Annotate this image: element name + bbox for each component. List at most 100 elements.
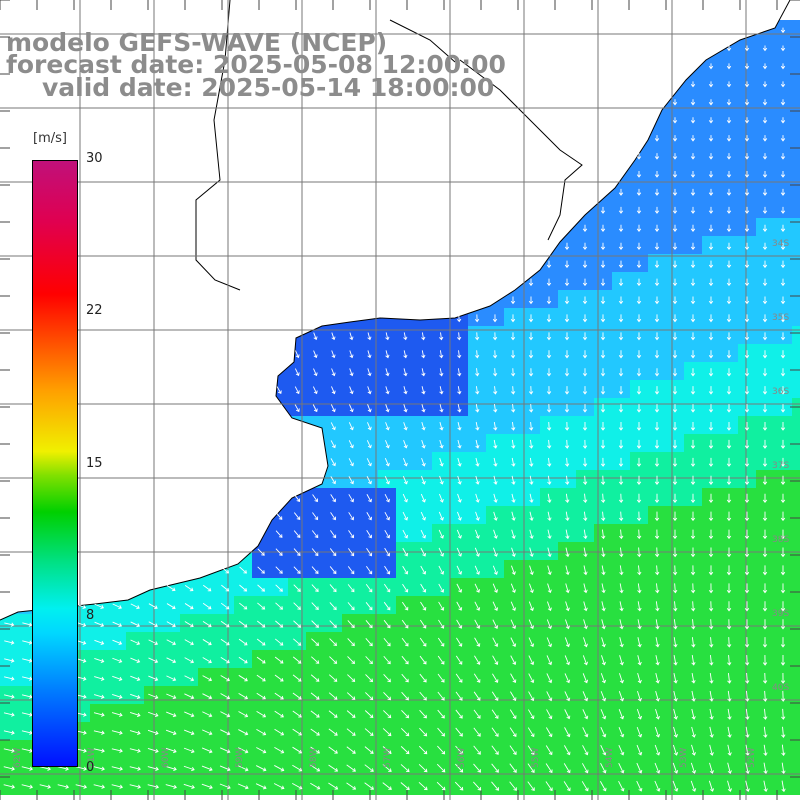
wind-arrow [690, 153, 696, 160]
speed-cell [702, 776, 721, 795]
speed-cell [702, 254, 721, 273]
speed-cell [540, 434, 559, 453]
speed-cell [594, 308, 613, 327]
wind-arrow [636, 529, 642, 540]
wind-arrow [654, 762, 661, 774]
speed-cell [738, 56, 757, 75]
wind-arrow [419, 655, 427, 665]
speed-cell [504, 668, 523, 687]
wind-arrow [600, 206, 606, 214]
wind-arrow [348, 512, 355, 521]
wind-arrow [744, 439, 750, 449]
wind-arrow [239, 566, 247, 574]
wind-arrow [744, 583, 750, 594]
wind-arrow [654, 188, 660, 196]
speed-cell [306, 614, 325, 633]
speed-cell [720, 470, 739, 489]
wind-arrow [636, 332, 642, 341]
wind-arrow [547, 475, 552, 485]
speed-cell [234, 668, 253, 687]
wind-arrow [421, 386, 426, 395]
wind-arrow [509, 781, 517, 791]
speed-cell [648, 236, 667, 255]
speed-cell [504, 596, 523, 615]
wind-arrow [527, 763, 535, 774]
speed-cell [486, 452, 505, 471]
speed-cell [198, 740, 217, 759]
wind-arrow [691, 726, 696, 738]
speed-cell [342, 668, 361, 687]
speed-cell [540, 290, 559, 309]
speed-cell [774, 596, 793, 615]
speed-cell [324, 488, 343, 507]
wind-arrow [346, 782, 357, 790]
speed-cell [324, 380, 343, 399]
speed-cell [576, 290, 595, 309]
speed-cell [594, 470, 613, 489]
speed-cell [378, 560, 397, 579]
speed-cell [684, 182, 703, 201]
wind-arrow [619, 673, 624, 684]
speed-cell [396, 398, 415, 417]
speed-cell [558, 452, 577, 471]
wind-arrow [366, 512, 372, 521]
wind-arrow [654, 332, 660, 341]
wind-arrow [618, 188, 624, 196]
wind-arrow [636, 493, 642, 504]
speed-cell [126, 740, 145, 759]
speed-cell [432, 416, 451, 435]
speed-cell [270, 686, 289, 705]
speed-cell [756, 272, 775, 291]
wind-arrow [709, 708, 714, 720]
wind-arrow [547, 529, 552, 540]
wind-arrow [780, 601, 786, 612]
speed-cell [378, 488, 397, 507]
wind-arrow [600, 350, 606, 359]
speed-cell [216, 650, 235, 669]
speed-cell [378, 416, 397, 435]
wind-arrow [546, 619, 552, 630]
wind-arrow [385, 332, 390, 341]
wind-arrow [547, 565, 552, 576]
wind-arrow [510, 637, 517, 648]
wind-arrow [619, 529, 624, 540]
speed-cell [576, 506, 595, 525]
speed-cell [684, 470, 703, 489]
speed-cell [396, 722, 415, 741]
speed-cell [630, 488, 649, 507]
wind-arrow [473, 691, 481, 701]
speed-cell [108, 704, 127, 723]
speed-cell [540, 740, 559, 759]
wind-arrow [726, 314, 732, 323]
speed-cell [774, 38, 793, 57]
speed-cell [504, 776, 523, 795]
wind-arrow [220, 711, 231, 718]
speed-cell [108, 758, 127, 777]
speed-cell [612, 344, 631, 363]
wind-arrow [274, 692, 284, 700]
wind-arrow [780, 619, 786, 630]
speed-cell [486, 596, 505, 615]
speed-cell [774, 218, 793, 237]
wind-arrow [708, 296, 714, 305]
wind-arrow [94, 639, 105, 645]
wind-arrow [780, 332, 786, 341]
wind-arrow [618, 709, 625, 720]
wind-arrow [474, 601, 481, 611]
wind-arrow [239, 584, 248, 592]
speed-cell [108, 722, 127, 741]
speed-cell [648, 398, 667, 417]
speed-cell [504, 488, 523, 507]
wind-arrow [745, 762, 750, 774]
colorbar-label-22: 22 [86, 303, 103, 318]
speed-cell [720, 272, 739, 291]
speed-cell [126, 704, 145, 723]
wind-arrow [727, 726, 732, 738]
speed-cell [648, 578, 667, 597]
wind-arrow [257, 602, 266, 610]
speed-cell [720, 506, 739, 525]
speed-cell [270, 524, 289, 543]
speed-cell [666, 470, 685, 489]
wind-arrow [238, 620, 248, 628]
wind-arrow [112, 694, 123, 699]
